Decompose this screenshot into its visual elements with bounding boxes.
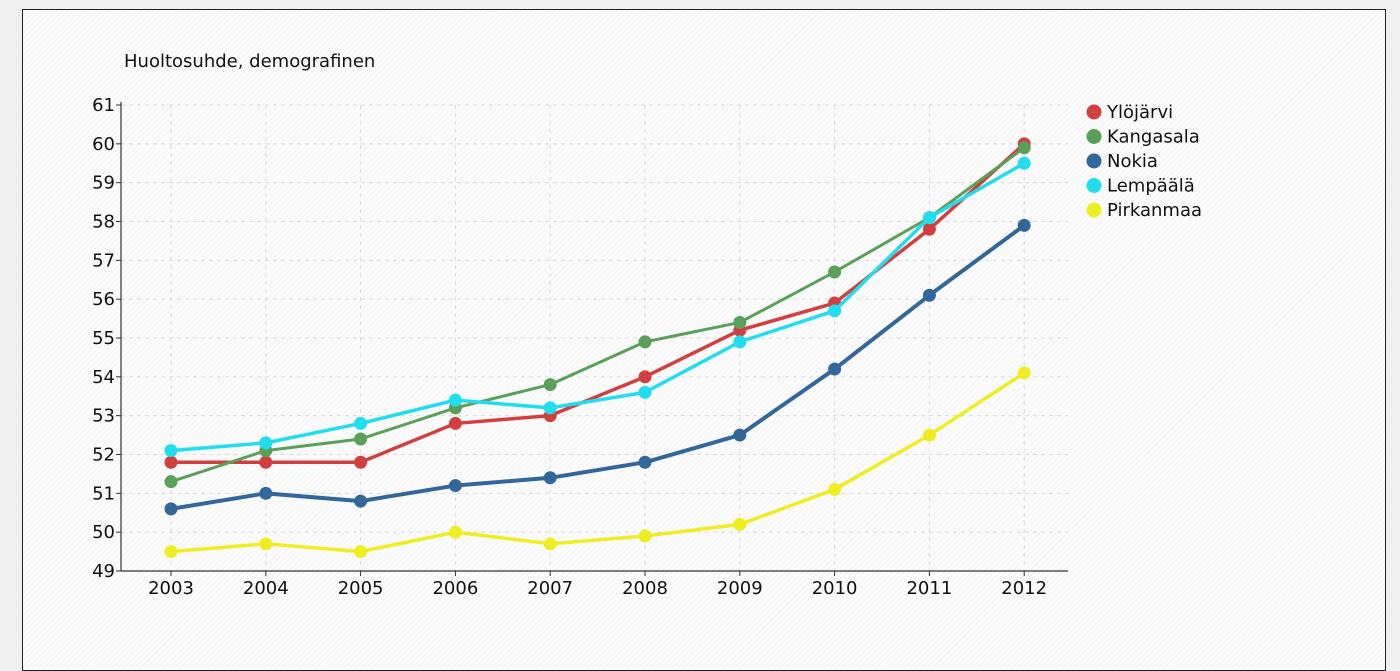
data-point bbox=[259, 455, 273, 469]
x-tick-label: 2007 bbox=[527, 578, 573, 599]
legend-item: Nokia bbox=[1086, 151, 1158, 172]
data-point bbox=[164, 545, 178, 559]
x-tick-label: 2010 bbox=[812, 578, 858, 599]
legend-label: Kangasala bbox=[1107, 127, 1200, 148]
data-point bbox=[1017, 156, 1031, 170]
data-point bbox=[164, 455, 178, 469]
data-point bbox=[448, 416, 462, 430]
series-line bbox=[169, 371, 1026, 554]
data-point bbox=[1017, 141, 1031, 155]
chart-panel: Huoltosuhde, demografinen 49 50 51 52 53 54 55… bbox=[22, 9, 1386, 671]
y-tick-label: 49 bbox=[92, 561, 115, 582]
line-chart: Huoltosuhde, demografinen 49 50 51 52 53 54 55… bbox=[92, 51, 1202, 599]
x-tick-label: 2006 bbox=[432, 578, 478, 599]
series-line bbox=[169, 142, 1026, 465]
x-tick-label: 2004 bbox=[243, 578, 289, 599]
legend-item: Kangasala bbox=[1086, 127, 1200, 148]
y-tick-label: 52 bbox=[92, 445, 115, 466]
x-tick-label: 2009 bbox=[717, 578, 763, 599]
series-line bbox=[169, 161, 1026, 453]
data-point bbox=[543, 471, 557, 485]
legend-item: Pirkanmaa bbox=[1086, 200, 1202, 221]
legend-label: Nokia bbox=[1107, 151, 1158, 172]
data-point bbox=[354, 455, 368, 469]
y-tick-label: 59 bbox=[92, 173, 115, 194]
data-point bbox=[164, 444, 178, 458]
series-line bbox=[169, 146, 1026, 484]
data-point bbox=[448, 393, 462, 407]
y-tick-label: 56 bbox=[92, 289, 115, 310]
legend-marker bbox=[1086, 202, 1102, 218]
data-point bbox=[828, 482, 842, 496]
data-point bbox=[448, 479, 462, 493]
y-tick-label: 58 bbox=[92, 212, 115, 233]
legend-item: Lempäälä bbox=[1086, 176, 1195, 197]
legend-marker bbox=[1086, 178, 1102, 193]
data-point bbox=[259, 436, 273, 450]
y-tick-label: 57 bbox=[92, 250, 115, 271]
data-point bbox=[543, 378, 557, 392]
grid-lines bbox=[121, 104, 1068, 571]
series-nokia bbox=[164, 218, 1031, 516]
x-tick-label: 2003 bbox=[148, 578, 194, 599]
legend: Ylöjärvi Kangasala Nokia Lempäälä Pirkanmaa bbox=[1086, 102, 1202, 221]
data-point bbox=[448, 525, 462, 539]
x-tick-label: 2008 bbox=[622, 578, 668, 599]
data-point bbox=[922, 211, 936, 225]
data-point bbox=[638, 529, 652, 543]
series-line bbox=[169, 223, 1027, 511]
data-point bbox=[733, 335, 747, 349]
data-point bbox=[733, 428, 747, 442]
data-point bbox=[638, 335, 652, 349]
y-tick-label: 60 bbox=[92, 134, 115, 155]
data-point bbox=[638, 370, 652, 384]
data-point bbox=[1017, 366, 1031, 380]
legend-marker bbox=[1086, 153, 1102, 169]
x-tick-label: 2012 bbox=[1001, 578, 1047, 599]
data-point bbox=[259, 537, 273, 551]
y-tick-label: 54 bbox=[92, 367, 115, 388]
axes: 49 50 51 52 53 54 55 56 57 58 59 60 61 2003 2004 2005 20… bbox=[92, 95, 1068, 599]
legend-marker bbox=[1086, 129, 1102, 144]
y-tick-label: 51 bbox=[92, 483, 115, 504]
x-tick-label: 2005 bbox=[338, 578, 384, 599]
data-point bbox=[922, 222, 936, 236]
legend-label: Lempäälä bbox=[1107, 176, 1195, 197]
series-lines bbox=[164, 137, 1031, 559]
data-point bbox=[922, 428, 936, 442]
data-point bbox=[828, 304, 842, 318]
data-point bbox=[164, 502, 178, 516]
data-point bbox=[828, 265, 842, 279]
legend-label: Ylöjärvi bbox=[1106, 102, 1173, 123]
y-tick-label: 50 bbox=[92, 522, 115, 543]
data-point bbox=[733, 517, 747, 531]
data-point bbox=[922, 288, 936, 302]
data-point bbox=[638, 385, 652, 399]
data-point bbox=[354, 416, 368, 430]
data-point bbox=[543, 537, 557, 551]
chart-title: Huoltosuhde, demografinen bbox=[124, 51, 375, 72]
data-point bbox=[733, 315, 747, 329]
data-point bbox=[164, 475, 178, 489]
legend-item: Ylöjärvi bbox=[1086, 102, 1173, 123]
data-point bbox=[1017, 218, 1031, 232]
data-point bbox=[543, 401, 557, 415]
y-tick-label: 53 bbox=[92, 406, 115, 427]
series-kangasala bbox=[164, 141, 1031, 489]
series-pirkanmaa bbox=[164, 366, 1031, 559]
data-point bbox=[354, 494, 368, 508]
data-point bbox=[259, 486, 273, 500]
data-point bbox=[354, 545, 368, 559]
data-point bbox=[828, 362, 842, 376]
x-tick-label: 2011 bbox=[906, 578, 952, 599]
legend-label: Pirkanmaa bbox=[1107, 200, 1202, 221]
series-ylöjärvi bbox=[164, 137, 1031, 469]
legend-marker bbox=[1086, 104, 1102, 120]
y-tick-label: 55 bbox=[92, 328, 115, 349]
data-point bbox=[354, 432, 368, 446]
data-point bbox=[638, 455, 652, 469]
series-lempäälä bbox=[164, 156, 1031, 458]
y-tick-label: 61 bbox=[92, 95, 115, 116]
